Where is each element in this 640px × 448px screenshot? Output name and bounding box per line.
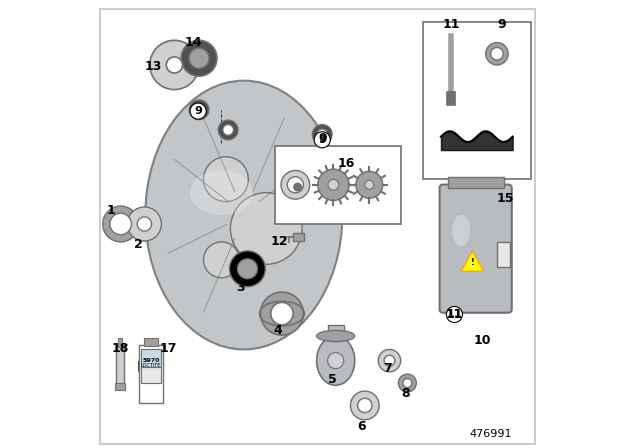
Bar [448,177,504,188]
Text: 17: 17 [160,342,177,355]
Text: 11: 11 [447,310,462,319]
Bar [141,367,161,383]
Ellipse shape [317,336,355,385]
Text: 5970: 5970 [142,358,159,363]
Circle shape [446,306,463,323]
Circle shape [189,100,209,120]
Text: 4: 4 [273,324,282,337]
Text: 11: 11 [445,308,463,321]
Ellipse shape [145,81,342,349]
Circle shape [403,379,412,388]
Circle shape [166,57,182,73]
Circle shape [204,242,239,278]
Text: 8: 8 [401,387,410,400]
Circle shape [365,180,374,190]
Circle shape [181,40,217,76]
Text: 3: 3 [236,281,244,294]
Text: 9: 9 [497,18,506,31]
Bar [139,345,163,403]
Text: 11: 11 [442,18,460,31]
Circle shape [189,48,209,68]
Circle shape [260,292,303,335]
Circle shape [194,104,204,115]
Polygon shape [461,251,484,271]
FancyBboxPatch shape [440,185,512,313]
Text: 2: 2 [134,237,143,251]
Bar [118,338,122,347]
Circle shape [317,129,328,140]
Bar [141,349,161,367]
Text: 15: 15 [496,191,514,205]
Text: 14: 14 [185,36,202,49]
Circle shape [351,391,379,420]
Circle shape [384,355,395,366]
Bar [275,146,401,224]
Circle shape [110,213,131,235]
Circle shape [317,169,349,201]
Circle shape [271,302,293,325]
Text: 6: 6 [357,420,366,433]
Circle shape [103,206,139,242]
Bar [115,383,125,390]
Text: 16: 16 [337,157,355,170]
Ellipse shape [317,331,355,341]
Circle shape [281,170,310,199]
Text: 9: 9 [194,106,202,116]
Circle shape [358,398,372,413]
Text: !: ! [470,258,474,267]
Bar [116,345,124,385]
Text: 1: 1 [107,204,116,217]
Text: 9: 9 [318,135,326,145]
Circle shape [293,182,302,192]
Circle shape [312,125,332,144]
Text: 13: 13 [144,60,161,73]
Circle shape [237,259,257,279]
Circle shape [190,103,206,119]
Circle shape [486,43,508,65]
Bar [328,325,344,340]
Circle shape [378,349,401,372]
Text: 10: 10 [474,334,491,347]
Circle shape [204,157,248,202]
Bar [423,22,531,179]
Text: 5: 5 [328,373,337,387]
Bar [145,338,158,346]
Circle shape [328,353,344,369]
Circle shape [356,172,383,198]
Circle shape [137,217,152,231]
Text: 12: 12 [271,234,289,248]
Text: LOCTITE: LOCTITE [141,362,161,368]
Circle shape [398,374,416,392]
Circle shape [287,177,303,193]
Circle shape [491,47,503,60]
Circle shape [223,125,234,135]
Bar [293,233,305,241]
Circle shape [127,207,161,241]
Circle shape [218,120,238,140]
Text: 9: 9 [318,132,326,146]
Circle shape [189,48,209,68]
Circle shape [328,180,339,190]
Text: 476991: 476991 [469,429,511,439]
Circle shape [237,259,257,279]
Text: 7: 7 [383,362,392,375]
Circle shape [314,132,330,148]
Ellipse shape [190,170,253,215]
Text: 18: 18 [112,342,129,355]
Bar [497,242,511,267]
Circle shape [150,40,199,90]
Circle shape [230,251,266,287]
Circle shape [230,193,302,264]
Ellipse shape [452,215,470,246]
